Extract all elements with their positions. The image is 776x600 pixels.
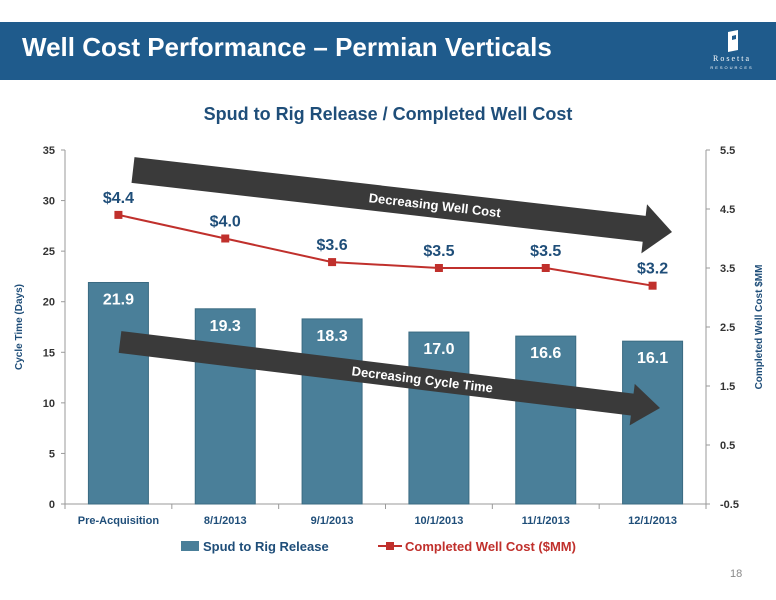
y-tick-label: 25	[43, 246, 55, 258]
cost-point	[434, 264, 443, 272]
logo-name: Rosetta	[713, 54, 751, 63]
bar-value-label: 16.1	[637, 350, 668, 367]
bar	[87, 281, 149, 505]
cost-value-label: $3.6	[317, 237, 348, 254]
y2-tick-label: 4.5	[720, 204, 735, 216]
x-tick-label: 9/1/2013	[311, 515, 354, 527]
cost-value-label: $4.0	[210, 214, 241, 231]
cost-point	[328, 258, 337, 267]
cost-point	[114, 210, 123, 219]
chart-title: Spud to Rig Release / Completed Well Cos…	[203, 104, 573, 124]
cost-value-label: $3.2	[637, 261, 668, 278]
cost-point	[221, 234, 230, 243]
y2-tick-label: 5.5	[720, 145, 735, 157]
y2-axis-title: Completed Well Cost $MM	[754, 265, 765, 390]
bar	[408, 331, 470, 505]
company-logo: Rosetta RESOURCES	[694, 28, 770, 76]
y-tick-label: 15	[43, 347, 55, 359]
y-axis-title: Cycle Time (Days)	[14, 284, 25, 370]
logo-subtitle: RESOURCES	[710, 65, 754, 70]
y2-tick-label: 3.5	[720, 263, 735, 275]
bar-value-label: 18.3	[317, 328, 348, 345]
decreasing-cost-arrow-shape	[131, 157, 672, 254]
bar-value-label: 21.9	[103, 291, 134, 308]
x-tick-label: 12/1/2013	[628, 515, 677, 527]
y-tick-label: 30	[43, 196, 55, 208]
bar-value-label: 17.0	[423, 341, 454, 358]
decreasing-cost-arrow: Decreasing Well Cost	[131, 157, 672, 254]
y-tick-label: 0	[49, 499, 55, 511]
legend-label-line: Completed Well Cost ($MM)	[405, 539, 576, 554]
decreasing-cycle-arrow-shape	[118, 331, 660, 426]
y-tick-label: 10	[43, 398, 55, 410]
logo-mark-icon	[728, 30, 738, 52]
y2-tick-label: 1.5	[720, 381, 735, 393]
y-tick-label: 20	[43, 297, 55, 309]
x-tick-label: 10/1/2013	[414, 515, 463, 527]
x-tick-label: 11/1/2013	[522, 515, 570, 527]
x-tick-label: 8/1/2013	[204, 515, 247, 527]
bar	[194, 308, 256, 505]
bar-value-label: 16.6	[530, 345, 561, 362]
page-title: Well Cost Performance – Permian Vertical…	[22, 32, 552, 62]
legend-swatch-bar	[181, 541, 199, 551]
y-tick-label: 5	[49, 448, 55, 460]
bar-value-label: 19.3	[210, 318, 241, 335]
cost-value-label: $3.5	[530, 243, 561, 260]
x-tick-label: Pre-Acquisition	[78, 515, 160, 527]
bar	[301, 318, 363, 505]
cost-point	[541, 264, 550, 272]
cost-point	[648, 281, 657, 290]
cost-line	[118, 213, 653, 287]
cost-value-label: $3.5	[423, 243, 454, 260]
page-number: 18	[730, 568, 743, 580]
y2-tick-label: 0.5	[720, 440, 735, 452]
legend-label-bar: Spud to Rig Release	[203, 539, 329, 554]
y2-tick-label: -0.5	[720, 499, 739, 511]
header-banner: Well Cost Performance – Permian Vertical…	[0, 22, 776, 80]
y-tick-label: 35	[43, 145, 55, 157]
bar	[515, 335, 577, 505]
y2-tick-label: 2.5	[720, 322, 735, 334]
cost-value-label: $4.4	[103, 190, 134, 207]
legend-swatch-marker	[386, 542, 394, 550]
